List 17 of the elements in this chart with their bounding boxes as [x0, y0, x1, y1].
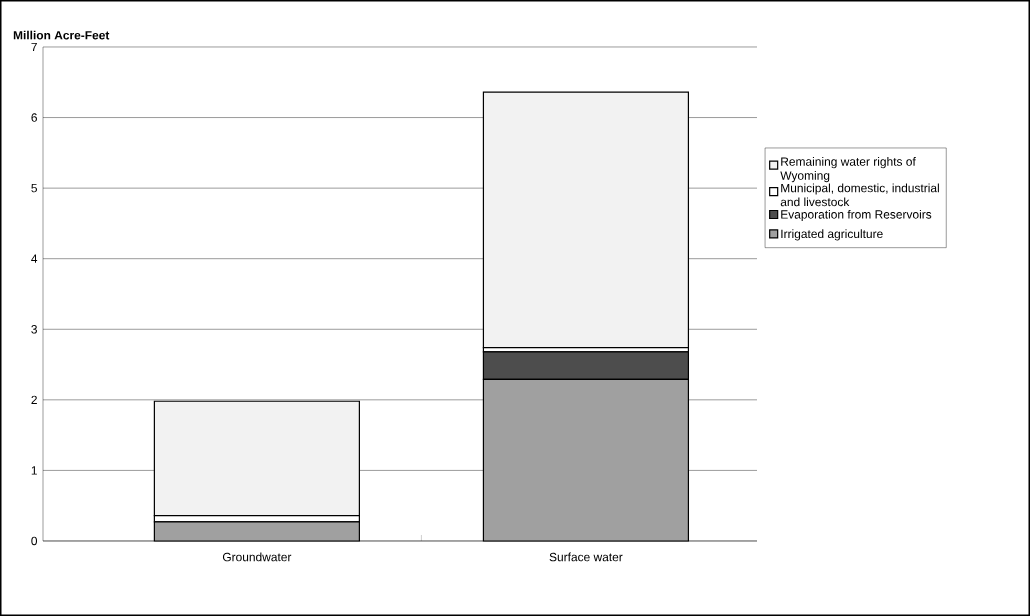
legend-label: Remaining water rights of Wyoming	[780, 157, 916, 183]
y-tick-label: 4	[31, 254, 38, 263]
x-tick-label: Surface water	[549, 552, 623, 562]
bar	[482, 91, 690, 349]
y-axis-title: Million Acre-Feet	[13, 30, 110, 40]
bar	[153, 400, 360, 517]
y-tick-label: 6	[31, 113, 37, 122]
y-tick-label: 1	[31, 466, 37, 475]
y-tick-label: 5	[31, 183, 37, 193]
y-tick-label: 2	[31, 395, 37, 405]
legend-label: Evaporation from Reservoirs	[781, 209, 932, 222]
y-tick-label: 3	[31, 325, 37, 334]
legend-label: Municipal, domestic, industrial and livestock	[780, 183, 939, 207]
y-tick-label: 7	[31, 42, 37, 52]
y-tick-label: 0	[31, 536, 38, 546]
legend-label: Irrigated agriculture	[781, 229, 883, 241]
x-tick-label: Groundwater	[222, 552, 292, 562]
